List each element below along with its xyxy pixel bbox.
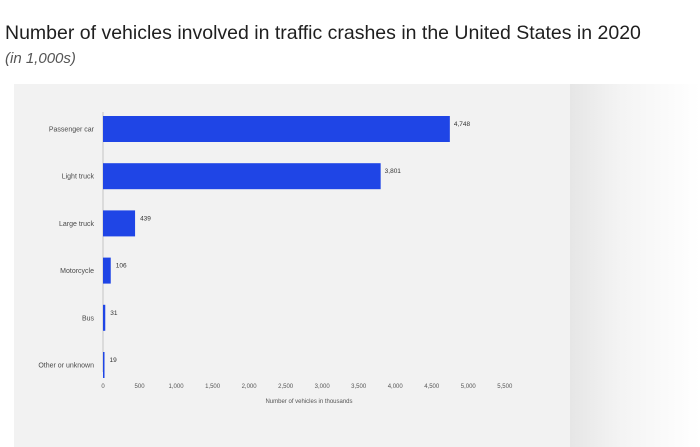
data-label: 106: [116, 263, 127, 270]
data-label: 19: [110, 357, 118, 364]
category-label: Large truck: [59, 221, 95, 228]
x-tick-label: 2,000: [242, 384, 258, 390]
bar-motorcycle: [103, 257, 111, 284]
x-tick-label: 0: [101, 384, 105, 390]
data-label: 439: [140, 215, 151, 222]
data-label: 4,748: [454, 121, 471, 128]
x-tick-label: 1,500: [205, 384, 221, 390]
category-label: Motorcycle: [60, 268, 94, 275]
x-tick-label: 5,500: [497, 384, 513, 390]
x-axis-title: Number of vehicles in thousands: [265, 399, 352, 405]
bar-bus: [103, 304, 106, 331]
panel-shadow: [570, 84, 700, 447]
bar-passenger-car: [103, 116, 450, 142]
chart-subtitle: (in 1,000s): [5, 50, 76, 67]
category-label: Bus: [82, 315, 95, 322]
x-tick-label: 2,500: [278, 384, 294, 390]
x-tick-label: 4,500: [424, 384, 440, 390]
category-label: Light truck: [62, 174, 95, 181]
bar-large-truck: [103, 210, 136, 237]
x-tick-label: 5,000: [461, 384, 477, 390]
bar-light-truck: [103, 163, 381, 190]
chart-title: Number of vehicles involved in traffic c…: [5, 22, 641, 44]
x-tick-label: 3,000: [315, 384, 331, 390]
data-label: 3,801: [385, 168, 402, 175]
category-label: Other or unknown: [38, 363, 94, 370]
x-tick-label: 3,500: [351, 384, 367, 390]
x-tick-label: 4,000: [388, 384, 404, 390]
data-label: 31: [110, 310, 118, 317]
x-tick-label: 500: [135, 384, 146, 390]
category-label: Passenger car: [49, 127, 95, 134]
x-tick-label: 1,000: [169, 384, 185, 390]
bar-other-or-unknown: [103, 352, 105, 378]
